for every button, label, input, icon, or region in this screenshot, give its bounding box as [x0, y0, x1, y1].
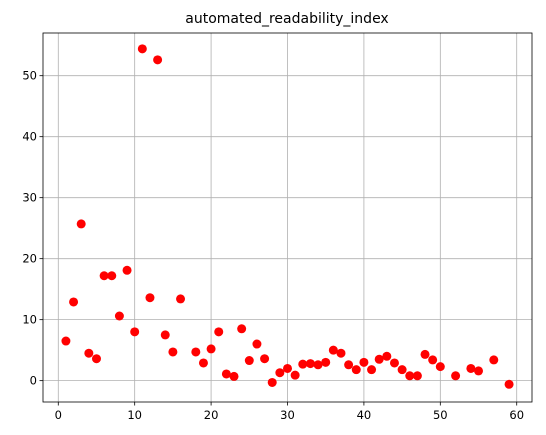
data-point: [168, 347, 177, 356]
data-point: [230, 372, 239, 381]
data-point: [321, 358, 330, 367]
data-point: [222, 369, 231, 378]
data-point: [199, 358, 208, 367]
chart-title: automated_readability_index: [185, 11, 388, 27]
data-point: [115, 312, 124, 321]
data-point: [451, 371, 460, 380]
data-point: [77, 219, 86, 228]
y-tick-label: 20: [22, 252, 37, 266]
y-tick-label: 0: [30, 374, 37, 388]
data-point: [466, 364, 475, 373]
data-point: [298, 360, 307, 369]
data-point: [107, 271, 116, 280]
x-tick-label: 20: [204, 408, 219, 422]
data-point: [207, 344, 216, 353]
data-point: [92, 354, 101, 363]
data-point: [130, 327, 139, 336]
data-point: [138, 44, 147, 53]
data-point: [336, 349, 345, 358]
data-point: [413, 371, 422, 380]
data-point: [176, 294, 185, 303]
x-tick-label: 30: [280, 408, 295, 422]
data-point: [352, 365, 361, 374]
y-tick-label: 40: [22, 130, 37, 144]
data-point: [214, 327, 223, 336]
data-point: [252, 340, 261, 349]
data-point: [367, 365, 376, 374]
data-point: [161, 330, 170, 339]
data-point: [489, 355, 498, 364]
data-point: [268, 378, 277, 387]
data-point: [390, 358, 399, 367]
x-tick-label: 40: [357, 408, 372, 422]
data-point: [69, 297, 78, 306]
x-tick-label: 50: [433, 408, 448, 422]
data-point: [283, 364, 292, 373]
x-tick-label: 60: [509, 408, 524, 422]
data-point: [245, 356, 254, 365]
x-tick-label: 0: [55, 408, 62, 422]
data-point: [123, 266, 132, 275]
y-tick-label: 10: [22, 313, 37, 327]
data-point: [84, 349, 93, 358]
data-point: [153, 55, 162, 64]
data-point: [398, 365, 407, 374]
data-point: [428, 355, 437, 364]
data-point: [61, 337, 70, 346]
data-point: [474, 366, 483, 375]
y-tick-label: 30: [22, 191, 37, 205]
data-point: [436, 362, 445, 371]
data-point: [145, 293, 154, 302]
data-point: [260, 354, 269, 363]
data-point: [275, 368, 284, 377]
data-point: [291, 371, 300, 380]
x-tick-label: 10: [127, 408, 142, 422]
data-point: [505, 380, 514, 389]
data-point: [191, 347, 200, 356]
y-tick-label: 50: [22, 69, 37, 83]
data-point: [306, 359, 315, 368]
data-point: [382, 352, 391, 361]
data-point: [237, 324, 246, 333]
data-point: [421, 350, 430, 359]
data-point: [314, 360, 323, 369]
data-point: [344, 360, 353, 369]
data-point: [359, 358, 368, 367]
